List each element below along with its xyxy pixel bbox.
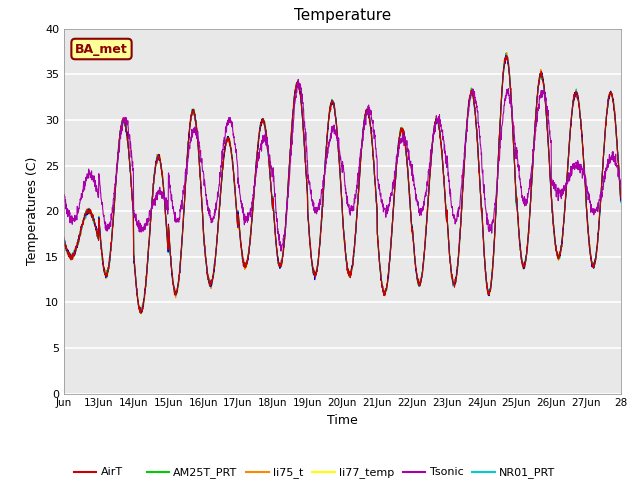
AM25T_PRT [236, 234, 244, 240]
Line: AirT: AirT [64, 56, 621, 312]
NR01_PRT [542, 105, 550, 111]
PanelT [542, 103, 550, 108]
Text: BA_met: BA_met [75, 43, 128, 56]
PanelT [609, 99, 617, 105]
AirT [236, 232, 244, 238]
li75_t [542, 105, 550, 111]
AirT [542, 104, 550, 110]
li75_t [137, 311, 145, 317]
li75_t [609, 100, 617, 106]
Tsonic [376, 192, 384, 198]
NR01_PRT [617, 200, 625, 205]
Legend: AirT, PanelT, AM25T_PRT, li75_t, li77_temp, Tsonic, NR01_PRT: AirT, PanelT, AM25T_PRT, li75_t, li77_te… [70, 463, 560, 480]
NR01_PRT [511, 159, 518, 165]
Tsonic [542, 95, 550, 100]
Tsonic [116, 140, 124, 146]
PanelT [617, 198, 625, 204]
AM25T_PRT [136, 310, 144, 315]
Tsonic [277, 248, 285, 254]
li77_temp [609, 99, 617, 105]
Tsonic [609, 154, 617, 159]
AM25T_PRT [60, 238, 68, 244]
li77_temp [617, 197, 625, 203]
Line: Tsonic: Tsonic [64, 79, 621, 251]
AirT [116, 136, 124, 142]
AM25T_PRT [511, 161, 518, 167]
AM25T_PRT [542, 103, 550, 109]
NR01_PRT [60, 236, 68, 242]
li77_temp [116, 135, 124, 141]
NR01_PRT [236, 233, 244, 239]
Tsonic [511, 132, 518, 138]
X-axis label: Time: Time [327, 414, 358, 427]
li77_temp [542, 106, 550, 112]
NR01_PRT [116, 136, 124, 142]
Line: AM25T_PRT: AM25T_PRT [64, 54, 621, 312]
AirT [503, 53, 511, 59]
PanelT [376, 264, 384, 270]
AM25T_PRT [116, 136, 124, 142]
li75_t [503, 50, 511, 56]
NR01_PRT [609, 97, 617, 103]
li77_temp [236, 232, 244, 238]
Tsonic [617, 180, 625, 185]
Line: li77_temp: li77_temp [64, 55, 621, 315]
NR01_PRT [376, 265, 384, 271]
li77_temp [511, 159, 518, 165]
li75_t [60, 237, 68, 242]
Tsonic [60, 192, 68, 198]
NR01_PRT [138, 310, 145, 316]
PanelT [502, 53, 510, 59]
AM25T_PRT [609, 100, 617, 106]
AirT [376, 264, 384, 270]
Line: li75_t: li75_t [64, 53, 621, 314]
PanelT [236, 232, 244, 238]
AirT [511, 158, 518, 164]
NR01_PRT [502, 52, 510, 58]
AirT [609, 99, 617, 105]
PanelT [116, 136, 124, 142]
Tsonic [294, 76, 302, 82]
PanelT [60, 238, 68, 244]
PanelT [138, 311, 145, 316]
Y-axis label: Temperatures (C): Temperatures (C) [26, 157, 40, 265]
li75_t [376, 268, 384, 274]
Title: Temperature: Temperature [294, 9, 391, 24]
AirT [137, 310, 145, 315]
li75_t [116, 135, 124, 141]
Line: NR01_PRT: NR01_PRT [64, 55, 621, 313]
li77_temp [376, 266, 384, 272]
AM25T_PRT [502, 51, 509, 57]
Tsonic [236, 191, 244, 196]
li75_t [511, 159, 518, 165]
li77_temp [60, 238, 68, 243]
li77_temp [137, 312, 145, 318]
AirT [60, 234, 68, 240]
Line: PanelT: PanelT [64, 56, 621, 313]
AirT [617, 195, 625, 201]
AM25T_PRT [376, 267, 384, 273]
PanelT [511, 160, 518, 166]
li75_t [236, 232, 244, 238]
li75_t [617, 196, 625, 202]
li77_temp [502, 52, 510, 58]
AM25T_PRT [617, 197, 625, 203]
